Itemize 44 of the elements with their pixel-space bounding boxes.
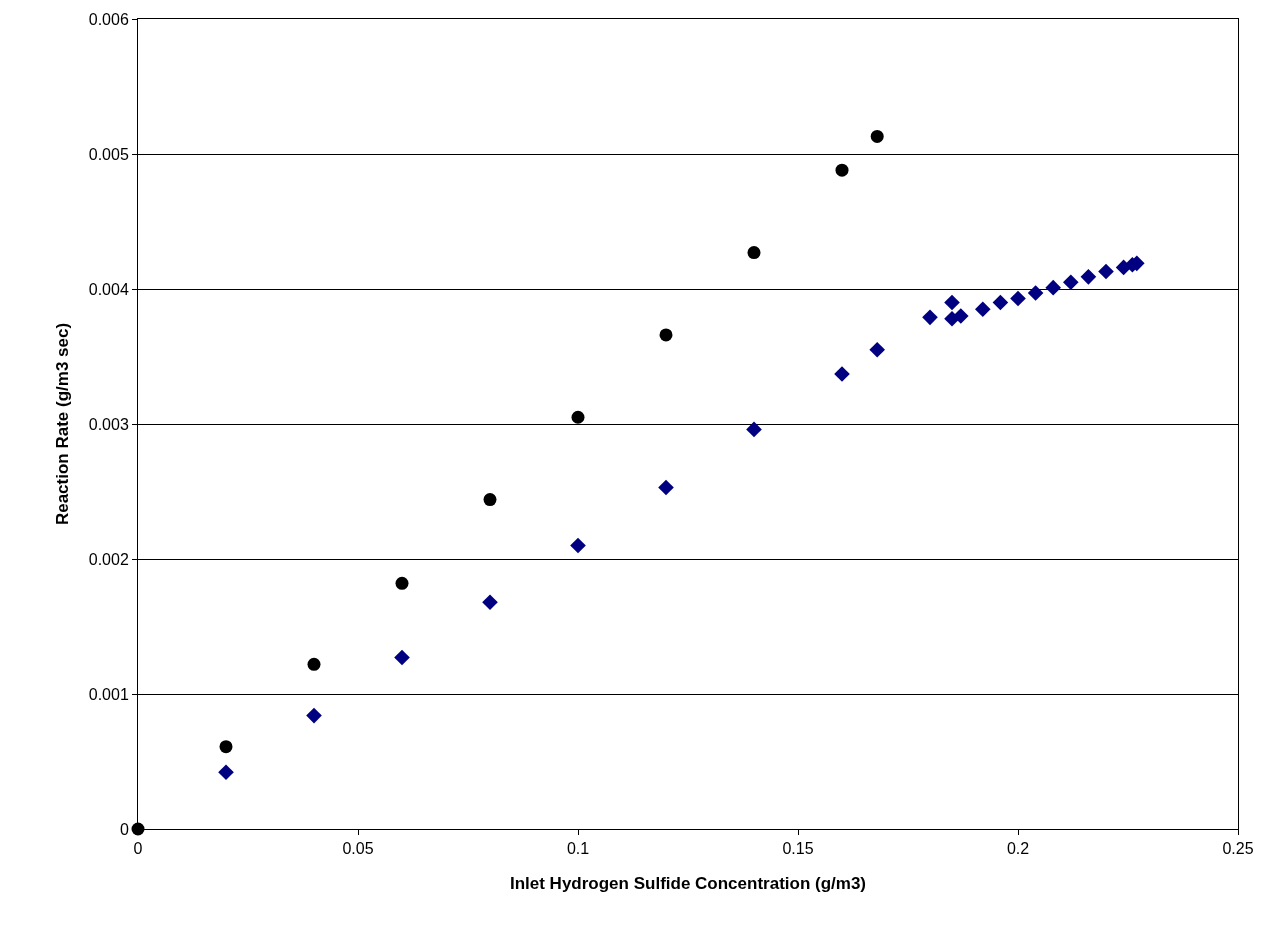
x-axis-title: Inlet Hydrogen Sulfide Concentration (g/m3): [509, 873, 867, 893]
point: [922, 309, 938, 326]
y-tick-label: 0: [119, 820, 129, 838]
point: [394, 649, 410, 666]
x-tick-label: 0.2: [1006, 840, 1030, 858]
point: [953, 308, 969, 324]
point: [571, 410, 585, 424]
y-tick-label: 0.003: [88, 415, 129, 433]
x-tick-label: 0: [133, 840, 143, 858]
point: [658, 479, 674, 496]
point: [869, 341, 885, 358]
point: [992, 294, 1009, 311]
point: [659, 328, 673, 342]
point: [306, 707, 322, 724]
point: [1080, 269, 1097, 285]
y-tick-label: 0.001: [88, 685, 129, 703]
point: [1045, 279, 1061, 296]
y-tick-label: 0.004: [88, 280, 129, 298]
point: [835, 163, 849, 177]
point: [870, 129, 884, 143]
point: [1027, 285, 1044, 301]
x-tick-label: 0.25: [1222, 840, 1254, 858]
point: [1063, 274, 1079, 291]
point: [747, 246, 761, 260]
point: [1010, 290, 1026, 307]
y-tick-label: 0.002: [88, 550, 129, 568]
x-tick-label: 0.05: [342, 840, 374, 858]
point: [219, 740, 233, 754]
x-tick-label: 0.1: [566, 840, 590, 858]
point: [307, 657, 321, 671]
y-axis-title: Reaction Rate (g/m3 sec): [53, 322, 73, 526]
y-tick-label: 0.006: [88, 10, 129, 28]
point: [834, 366, 850, 382]
point: [975, 301, 991, 318]
point: [1098, 263, 1114, 280]
point: [944, 294, 960, 311]
point: [746, 421, 762, 438]
x-tick-label: 0.15: [782, 840, 814, 858]
point: [395, 576, 409, 590]
point: [482, 594, 498, 610]
point: [570, 537, 586, 554]
point: [218, 764, 234, 781]
point: [483, 493, 497, 507]
y-tick-label: 0.005: [88, 145, 129, 163]
